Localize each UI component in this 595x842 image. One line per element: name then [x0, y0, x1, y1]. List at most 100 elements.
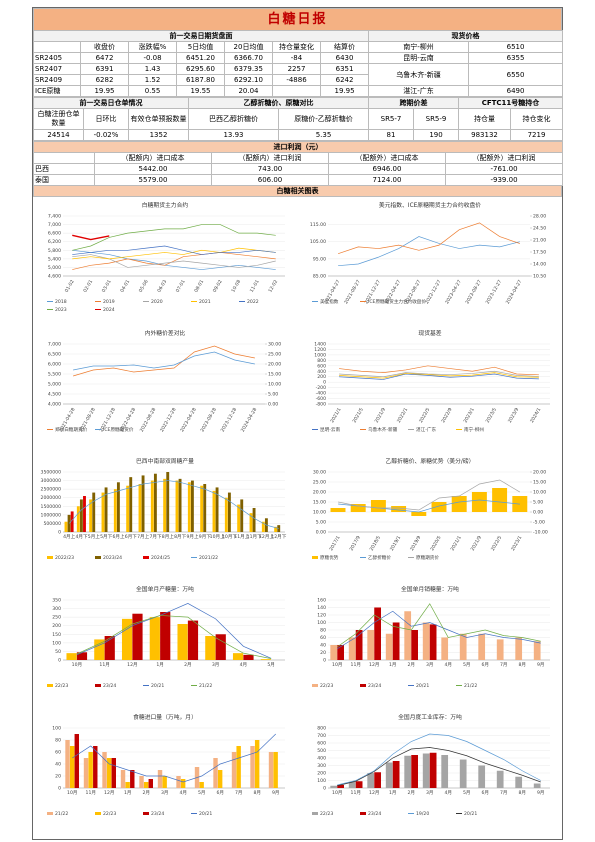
bar	[533, 641, 541, 660]
bar	[348, 637, 356, 660]
cell: 前一交易日期货盘面	[32, 30, 370, 42]
line	[72, 733, 276, 783]
legend-label: 2020	[151, 299, 163, 305]
y2-tick-label: 14.00	[533, 262, 546, 268]
legend-label: 21/22	[55, 811, 68, 817]
y2-tick-label: 20.00	[268, 362, 281, 368]
x-tick-label: 10月	[67, 790, 77, 796]
cell: 0.55	[128, 85, 177, 97]
bar	[200, 485, 204, 532]
legend-swatch	[312, 684, 318, 687]
bar	[411, 512, 427, 516]
x-tick-label: 9月	[537, 790, 545, 796]
x-tick-label: 11-01	[249, 279, 261, 294]
bar	[268, 752, 274, 788]
x-tick-label: 10月下	[222, 534, 237, 540]
bar	[79, 499, 83, 532]
cell: 19.55	[176, 85, 225, 97]
bar	[515, 637, 523, 660]
bar	[148, 779, 153, 788]
legend-label: 2024	[103, 307, 115, 313]
bar	[374, 607, 381, 660]
y-tick-label: 1500000	[41, 504, 62, 510]
bar	[199, 782, 204, 788]
legend-label: 原糖优势	[320, 554, 339, 561]
bar	[254, 740, 260, 788]
x-tick-label: 9月上	[186, 533, 199, 540]
y-tick-label: 500000	[43, 521, 61, 527]
x-tick-label: 12月下	[271, 534, 286, 540]
cell: 5日均值	[176, 41, 225, 53]
bar	[64, 521, 68, 532]
x-tick-label: 2024/1	[529, 407, 542, 424]
y-tick-label: 3000000	[41, 478, 62, 484]
legend-label: 22/23	[55, 683, 68, 689]
x-tick-label: 9月	[537, 662, 545, 668]
x-tick-label: 5月	[463, 790, 471, 796]
y-tick-label: -600	[316, 396, 327, 402]
x-tick-label: 11月	[351, 662, 361, 668]
line	[337, 747, 541, 787]
line	[338, 236, 520, 267]
chart: 食糖进口量（万吨，月） 0 20 40 60 80 100 10月 11月 12月 1月 2月 3月 4月…	[47, 713, 285, 817]
bar	[83, 758, 89, 788]
legend-label: 2019	[103, 299, 115, 305]
legend-label: 20/21	[151, 683, 164, 689]
title-table: 白糖日报	[33, 8, 562, 31]
chart: 巴西中南部双周糖产量 0 500000 1000000 1500000 2000000 25…	[41, 457, 287, 561]
cell: -761.00	[444, 163, 564, 175]
chart-title: 现货基差	[418, 329, 441, 337]
cell: 6366.70	[224, 52, 273, 64]
y-tick-label: 20.00	[313, 490, 326, 496]
x-tick-label: 5月	[198, 790, 206, 796]
cell: （配额外）进口成本	[328, 152, 446, 164]
empty-cell	[272, 85, 321, 97]
cell: 乙醇折糖价、原糖对比	[188, 97, 369, 109]
legend-label: 23/24	[103, 683, 116, 689]
bar	[139, 776, 144, 788]
chart-title: 乙醇折糖价、原糖优势（美分/磅）	[386, 457, 475, 465]
y2-tick-label: 10.00	[268, 382, 281, 388]
x-tick-label: 2017/1	[328, 535, 341, 552]
y-tick-label: 20	[55, 774, 61, 780]
x-tick-label: 04-01	[119, 279, 131, 294]
bar	[496, 639, 504, 660]
cell: 6490	[468, 85, 564, 97]
x-tick-label: 7月	[235, 790, 243, 796]
bar	[132, 613, 143, 660]
bar	[441, 637, 449, 660]
x-tick-label: 4月	[240, 662, 248, 668]
cell: 6510	[468, 41, 564, 53]
bar	[337, 785, 344, 788]
bar	[121, 618, 133, 660]
document-frame	[32, 7, 563, 840]
bar	[111, 758, 116, 788]
bar	[104, 487, 108, 532]
y-tick-label: 0.00	[316, 530, 326, 536]
cell: 19.95	[319, 85, 370, 97]
cell: 收盘价	[80, 41, 129, 53]
x-tick-label: 1月	[389, 790, 397, 796]
x-tick-label: 2023-12-27	[485, 279, 504, 305]
cell: 湛江-广东	[368, 85, 470, 97]
y-tick-label: 2500000	[41, 487, 62, 493]
cell: 2257	[272, 63, 321, 75]
empty-cell	[33, 152, 95, 164]
legend-swatch	[312, 556, 318, 559]
bar	[392, 622, 400, 660]
legend-label: 郑州白糖期货价	[55, 426, 88, 433]
y-tick-label: 160	[317, 598, 326, 604]
y-tick-label: 0	[58, 658, 61, 664]
y-tick-label: 1000000	[41, 512, 62, 518]
chart: 全国单月产糖量：万吨 0 50 100 150 200 250 300 350 10月 11月 12月…	[47, 585, 285, 689]
y-tick-label: 600	[317, 363, 326, 369]
cell: 6451.20	[176, 52, 225, 64]
x-tick-label: 2022/5	[418, 407, 431, 424]
cell: （配额内）进口成本	[94, 152, 212, 164]
y-tick-label: 250	[52, 615, 61, 621]
cell: 泰国	[33, 174, 95, 186]
y-tick-label: 10.00	[313, 510, 326, 516]
bar	[177, 624, 188, 660]
y-tick-label: 1400	[314, 342, 326, 348]
legend-label: ICE原糖期货价	[103, 426, 134, 433]
